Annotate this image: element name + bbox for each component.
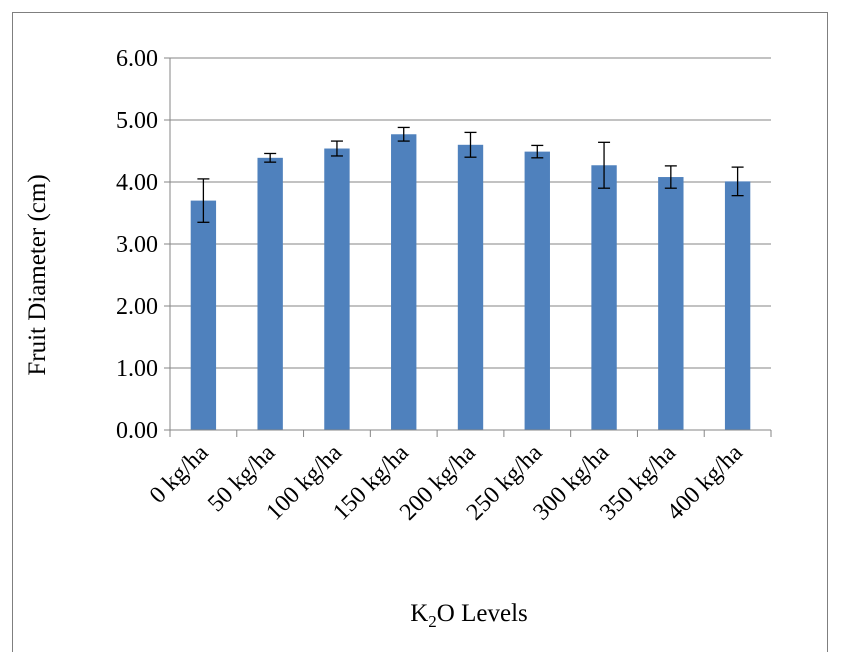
y-tick-label: 6.00 xyxy=(116,46,158,72)
bar xyxy=(591,165,617,430)
chart-frame xyxy=(12,12,828,652)
bar xyxy=(190,200,217,430)
x-axis-title-rest: O Levels xyxy=(437,600,528,627)
y-tick-label: 0.00 xyxy=(116,418,158,444)
x-axis-title-base: K xyxy=(410,600,428,627)
bar xyxy=(457,144,484,431)
y-tick-label: 3.00 xyxy=(116,232,158,258)
bar xyxy=(391,134,417,430)
error-bars xyxy=(197,126,744,223)
y-tick-label: 4.00 xyxy=(116,170,158,196)
x-axis-title-subscript: 2 xyxy=(428,612,437,631)
x-axis-title: K2O Levels xyxy=(410,600,528,631)
bar xyxy=(257,157,283,430)
y-tick-labels: 0.00 1.00 2.00 3.00 4.00 5.00 6.00 xyxy=(116,46,158,444)
bar xyxy=(524,151,550,430)
bar xyxy=(658,177,684,430)
y-tick-label: 1.00 xyxy=(116,356,158,382)
axes xyxy=(164,57,772,437)
y-tick-label: 2.00 xyxy=(116,294,158,320)
y-axis-title: Fruit Diameter (cm) xyxy=(24,174,51,375)
bar xyxy=(724,181,751,430)
y-tick-label: 5.00 xyxy=(116,108,158,134)
bars xyxy=(190,134,751,431)
bar xyxy=(324,148,350,430)
